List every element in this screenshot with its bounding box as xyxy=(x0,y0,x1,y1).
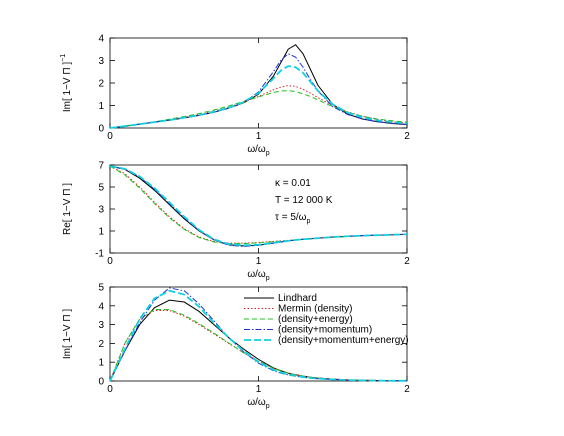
x-tick-label: 2 xyxy=(404,131,410,142)
plot-frame xyxy=(109,37,408,129)
y-tick-label: -1 xyxy=(95,249,104,260)
legend-label: (density+momentum+energy) xyxy=(278,335,409,346)
y-tick-label: 1 xyxy=(98,358,104,369)
series-line xyxy=(109,53,408,129)
legend-label: (density+momentum) xyxy=(278,325,372,336)
x-axis-label-sub: p xyxy=(266,275,270,282)
x-tick-label: 2 xyxy=(404,384,410,395)
y-axis-label: Re[ 1−V Π ] xyxy=(62,183,73,235)
y-tick-label: 0 xyxy=(98,124,104,135)
y-tick-label: 5 xyxy=(98,183,104,194)
y-tick-label: 5 xyxy=(98,283,104,294)
y-axis-label-sup: −1 xyxy=(60,54,67,62)
y-tick-label: 1 xyxy=(98,101,104,112)
series-line xyxy=(109,165,408,247)
series-line xyxy=(109,165,408,247)
x-axis-label-main: ω/ω xyxy=(247,397,266,408)
y-axis-label-main: Im[ 1−V Π ] xyxy=(62,309,73,360)
y-axis-label: Im[ 1−V Π ] xyxy=(62,309,73,360)
y-axis-label-main: Im[ 1−V Π ] xyxy=(62,62,73,113)
y-axis-label-main: Re[ 1−V Π ] xyxy=(62,183,73,235)
series-line xyxy=(109,165,408,247)
x-tick-label: 0 xyxy=(107,131,113,142)
x-axis-label-sub: p xyxy=(266,150,270,157)
y-tick-label: 3 xyxy=(98,320,104,331)
legend-label: Lindhard xyxy=(278,293,317,304)
plot-frame xyxy=(109,164,408,254)
annotation-sub: p xyxy=(307,218,311,225)
y-tick-label: 2 xyxy=(98,79,104,90)
legend-label: (density+energy) xyxy=(278,314,353,325)
y-tick-label: 4 xyxy=(98,301,104,312)
annotation-main: κ = 0.01 xyxy=(275,178,311,189)
series-line xyxy=(109,165,408,245)
annotation-main: τ = 5/ω xyxy=(275,212,307,223)
annotation: T = 12 000 K xyxy=(275,195,333,206)
x-axis-label-main: ω/ω xyxy=(247,269,266,280)
y-tick-label: 3 xyxy=(98,56,104,67)
x-tick-label: 2 xyxy=(404,256,410,267)
y-tick-label: 3 xyxy=(98,205,104,216)
series-line xyxy=(109,289,407,382)
x-tick-label: 0 xyxy=(107,384,113,395)
y-tick-label: 0 xyxy=(98,377,104,388)
series-line xyxy=(109,44,408,129)
y-tick-label: 4 xyxy=(98,34,104,45)
y-tick-label: 1 xyxy=(98,227,104,238)
series-line xyxy=(109,65,408,129)
x-axis-label: ω/ωp xyxy=(247,397,269,410)
x-axis-label: ω/ωp xyxy=(247,144,269,157)
annotation: τ = 5/ωp xyxy=(275,212,311,225)
y-axis-label: Im[ 1−V Π ]−1 xyxy=(60,54,73,112)
x-axis-label-sub: p xyxy=(266,403,270,410)
x-tick-label: 1 xyxy=(256,256,262,267)
annotation: κ = 0.01 xyxy=(275,178,311,189)
y-tick-label: 2 xyxy=(98,339,104,350)
x-tick-label: 1 xyxy=(256,384,262,395)
x-axis-label-main: ω/ω xyxy=(247,144,266,155)
annotation-main: T = 12 000 K xyxy=(275,195,333,206)
x-axis-label: ω/ωp xyxy=(247,269,269,282)
legend-label: Mermin (density) xyxy=(278,304,352,315)
x-tick-label: 0 xyxy=(107,256,113,267)
y-tick-label: 7 xyxy=(98,161,104,172)
x-tick-label: 1 xyxy=(256,131,262,142)
series-line xyxy=(109,165,408,244)
